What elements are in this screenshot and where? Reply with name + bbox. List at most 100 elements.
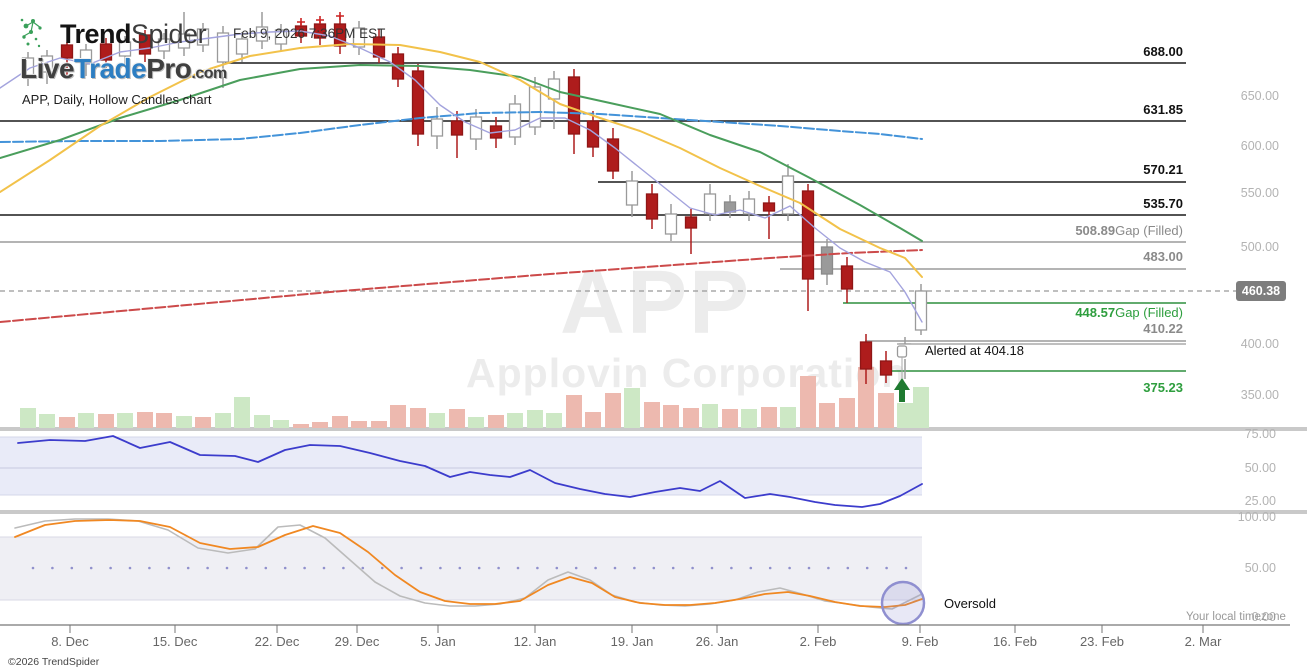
key-bar-plus-marker xyxy=(316,16,324,24)
chart-title: APP, Daily, Hollow Candles chart xyxy=(22,92,212,107)
stoch-mid-dot xyxy=(885,566,888,570)
stoch-mid-dot xyxy=(594,566,597,570)
volume-bar xyxy=(137,412,153,428)
stoch-mid-dot xyxy=(109,566,112,570)
candle-body xyxy=(703,193,717,215)
alert-band xyxy=(897,344,1186,359)
candle-body xyxy=(742,198,756,215)
volume-bar xyxy=(913,387,929,428)
volume-bar xyxy=(98,414,114,428)
price-level-label: 375.23 xyxy=(1143,380,1183,395)
candle-body xyxy=(820,246,834,275)
candle-body xyxy=(664,213,678,235)
alert-marker xyxy=(896,345,908,358)
candle-body xyxy=(411,70,425,135)
volume-bar xyxy=(624,388,640,428)
stoch-mid-dot xyxy=(225,566,229,570)
x-axis-label: 19. Jan xyxy=(611,634,654,649)
price-level-label: 570.21 xyxy=(1143,162,1183,177)
stoch-mid-dot xyxy=(186,566,190,570)
volume-bar xyxy=(254,415,270,428)
stoch-axis-label: 50.00 xyxy=(1245,561,1276,575)
volume-bar xyxy=(741,409,757,428)
rsi-axis-label: 75.00 xyxy=(1245,427,1276,441)
volume-bar xyxy=(507,413,523,428)
x-axis-label: 26. Jan xyxy=(696,634,739,649)
volume-bar xyxy=(546,413,562,428)
brand-spider: Spider xyxy=(131,18,207,49)
alert-label: Alerted at 404.18 xyxy=(925,343,1025,358)
stoch-mid-dot xyxy=(691,566,694,570)
candle-body xyxy=(625,180,639,206)
price-level-label: 688.00 xyxy=(1143,44,1183,59)
stoch-mid-dot xyxy=(400,566,403,570)
ma-red-line xyxy=(0,249,923,323)
rsi-axis-label: 25.00 xyxy=(1245,494,1276,508)
rsi-line xyxy=(17,435,923,508)
x-axis-label: 12. Jan xyxy=(514,634,557,649)
logo-live: Live xyxy=(20,53,75,84)
candle-body xyxy=(762,202,776,212)
stoch-axis-label: 100.00 xyxy=(1238,510,1276,524)
stoch-mid-dot xyxy=(380,566,384,570)
volume-bar xyxy=(234,397,250,428)
copyright-label: ©2026 TrendSpider xyxy=(8,656,100,668)
rsi-band xyxy=(0,437,922,495)
x-axis-label: 5. Jan xyxy=(420,634,455,649)
x-axis-label: 8. Dec xyxy=(51,634,89,649)
livetradepro-logo: LiveTradePro.com xyxy=(20,53,227,85)
ma-blue-line xyxy=(0,111,923,143)
price-axis-label: 650.00 xyxy=(1241,89,1279,103)
candle-body xyxy=(138,34,152,55)
candle-body xyxy=(645,193,659,220)
price-level-label: 448.57Gap (Filled) xyxy=(1075,305,1183,320)
volume-bar xyxy=(20,408,36,428)
volume-bar xyxy=(312,422,328,428)
stoch-mid-dot xyxy=(516,566,520,570)
x-axis-label: 22. Dec xyxy=(255,634,300,649)
volume-bar xyxy=(117,413,133,428)
candle-body xyxy=(723,201,737,213)
candle-body xyxy=(840,265,854,290)
volume-bar xyxy=(215,413,231,428)
stoch-mid-dot xyxy=(788,566,791,570)
volume-bar xyxy=(897,403,913,428)
ma-purple-line xyxy=(0,30,923,323)
stoch-mid-dot xyxy=(51,566,54,570)
volume-bar xyxy=(878,393,894,428)
candle-body xyxy=(567,76,581,135)
volume-bar xyxy=(78,413,94,428)
stoch-axis-label: 0.00 xyxy=(1252,610,1276,624)
candle-body xyxy=(606,138,620,172)
stoch-mid-dot xyxy=(710,566,714,570)
candle-body xyxy=(274,29,288,45)
candle-body xyxy=(430,118,444,137)
stoch-mid-dot xyxy=(555,566,559,570)
trendspider-logo: TrendSpider xyxy=(20,16,207,52)
logo-trade: Trade xyxy=(74,53,147,84)
volume-bar xyxy=(663,405,679,428)
volume-bar xyxy=(858,367,874,428)
volume-bar xyxy=(722,409,738,428)
candle-body xyxy=(60,44,74,59)
panel-separator xyxy=(0,510,1307,514)
candle-body xyxy=(586,120,600,148)
stoch-mid-dot xyxy=(439,566,442,570)
stoch-mid-dot xyxy=(671,566,675,570)
ma-green-line xyxy=(0,64,923,242)
stoch-mid-dot xyxy=(633,566,636,570)
price-level-label: 535.70 xyxy=(1143,196,1183,211)
stoch-mid-dot xyxy=(574,566,578,570)
volume-bar xyxy=(644,402,660,428)
stoch-mid-dot xyxy=(458,566,462,570)
volume-bar xyxy=(683,408,699,428)
volume-bar xyxy=(39,414,55,428)
stoch-mid-dot xyxy=(283,566,287,570)
price-level-label: 483.00 xyxy=(1143,249,1183,264)
price-axis-label: 350.00 xyxy=(1241,388,1279,402)
volume-bar xyxy=(566,395,582,428)
stoch-band xyxy=(0,537,922,600)
volume-bar xyxy=(59,417,75,428)
logo-pro: Pro xyxy=(146,53,192,84)
